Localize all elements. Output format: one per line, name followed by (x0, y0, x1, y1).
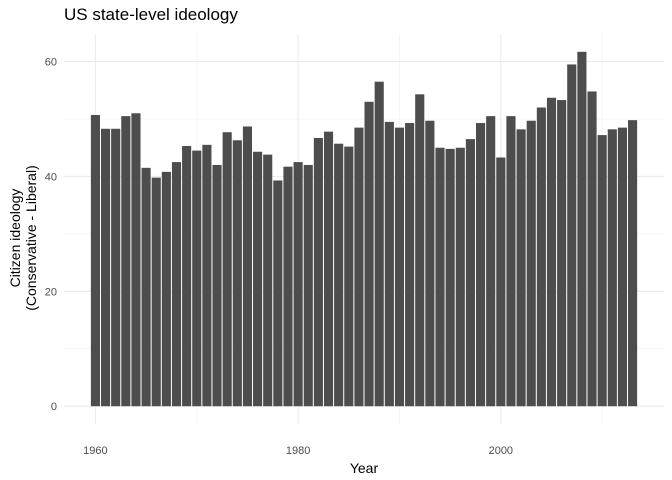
bar-2011 (607, 129, 617, 407)
bar-1984 (334, 143, 344, 407)
bar-1981 (303, 164, 313, 407)
bar-1976 (253, 151, 263, 407)
bar-1987 (364, 101, 374, 407)
bar-1965 (141, 167, 151, 407)
bar-1980 (293, 162, 303, 407)
bar-1971 (202, 144, 212, 407)
x-tick-label: 1980 (286, 445, 310, 457)
x-axis-title: Year (350, 460, 379, 476)
bar-2008 (577, 51, 587, 407)
bar-1978 (273, 180, 283, 407)
bar-2003 (526, 120, 536, 407)
y-tick-label: 20 (45, 286, 57, 298)
bar-1962 (111, 128, 121, 407)
x-tick-label: 2000 (489, 445, 513, 457)
y-axis-title: Citizen ideology (Conservative - Liberal… (7, 165, 39, 311)
bar-1964 (131, 113, 141, 407)
bar-2000 (496, 157, 506, 407)
bar-2012 (617, 127, 628, 407)
bar-1996 (455, 147, 465, 407)
bar-1995 (445, 148, 455, 407)
y-axis-title-line-1: Citizen ideology (7, 189, 23, 288)
bar-2013 (628, 120, 638, 407)
bar-2010 (597, 135, 607, 407)
y-tick-label: 40 (45, 171, 57, 183)
bar-2007 (567, 64, 577, 407)
bar-1986 (354, 127, 364, 407)
bar-1999 (486, 116, 496, 407)
bar-1975 (242, 126, 253, 407)
bar-1966 (151, 177, 161, 407)
bar-1997 (465, 139, 475, 407)
bar-1974 (232, 140, 242, 407)
bar-2001 (506, 116, 516, 407)
bar-1973 (222, 132, 232, 407)
y-tick-labels: 0 20 40 60 (45, 57, 57, 414)
bar-2009 (587, 91, 597, 407)
y-axis-title-line-2: (Conservative - Liberal) (23, 165, 39, 311)
bar-1993 (425, 120, 435, 407)
bar-1969 (182, 146, 192, 407)
bar-1970 (192, 150, 202, 407)
bar-1988 (374, 81, 384, 407)
bar-1977 (263, 154, 273, 407)
bar-2002 (516, 129, 526, 407)
bar-1961 (100, 128, 111, 407)
bar-1983 (323, 131, 334, 407)
bar-1967 (161, 171, 171, 407)
x-tick-label: 1960 (83, 445, 107, 457)
bar-1992 (415, 94, 425, 407)
bar-2005 (546, 97, 557, 407)
bar-1998 (475, 123, 486, 407)
bar-1963 (121, 116, 131, 407)
bar-1990 (394, 127, 405, 407)
y-tick-label: 0 (51, 401, 57, 413)
bar-1991 (405, 123, 415, 407)
chart-title: US state-level ideology (64, 5, 238, 24)
bar-1985 (344, 146, 354, 407)
bar-2006 (557, 100, 567, 407)
bar-1989 (384, 121, 394, 407)
bars (90, 51, 638, 407)
bar-1968 (171, 162, 182, 407)
bar-1972 (212, 164, 222, 407)
x-tick-labels: 1960 1980 2000 (83, 445, 513, 457)
bar-1960 (90, 114, 100, 407)
bar-1982 (313, 137, 323, 407)
bar-1994 (435, 147, 445, 407)
bar-2004 (536, 107, 546, 407)
y-tick-label: 60 (45, 57, 57, 69)
bar-1979 (283, 166, 293, 407)
